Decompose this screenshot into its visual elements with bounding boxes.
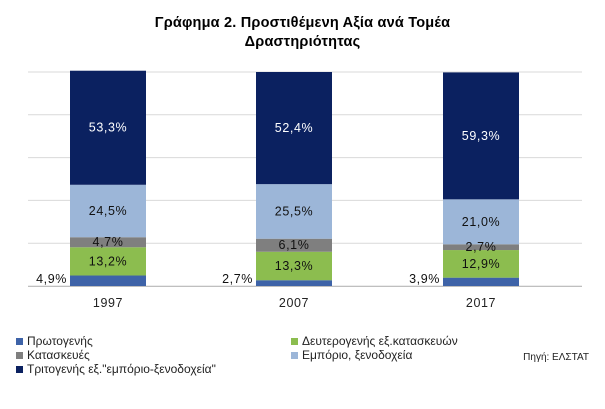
bar-segment: [70, 247, 146, 276]
data-label: 13,3%: [275, 259, 313, 273]
data-label: 59,3%: [462, 129, 500, 143]
bar-segment: [70, 184, 146, 238]
bar-segment: [70, 70, 146, 185]
x-tick-label: 2007: [279, 296, 309, 310]
x-tick-label: 2017: [466, 296, 496, 310]
data-label: 6,1%: [279, 238, 310, 252]
bar-segment: [256, 251, 332, 281]
bar-segment: [70, 237, 146, 248]
data-label: 13,2%: [89, 254, 127, 268]
bars: [70, 70, 519, 286]
bar-segment: [443, 277, 519, 286]
data-label: 4,7%: [93, 235, 124, 249]
data-label: 53,3%: [89, 121, 127, 135]
x-tick-label: 1997: [93, 296, 123, 310]
data-label: 12,9%: [462, 257, 500, 271]
chart-title-line-1: Γράφημα 2. Προστιθέμενη Αξία ανά Τομέα: [154, 15, 451, 31]
bar-segment: [443, 244, 519, 251]
bar-segment: [256, 72, 332, 185]
data-label: 25,5%: [275, 204, 313, 218]
bar-segment: [443, 250, 519, 278]
bar-segment: [443, 72, 519, 200]
bar-segment: [256, 280, 332, 286]
data-label: 24,5%: [89, 204, 127, 218]
x-tick-labels: 1997 2007 2017: [93, 296, 496, 310]
data-label: 52,4%: [275, 121, 313, 135]
data-label: 2,7%: [466, 240, 497, 254]
bar-segment: [256, 238, 332, 252]
bar-segment: [70, 275, 146, 286]
bar-segment: [443, 199, 519, 245]
data-labels: 4,9% 13,2% 4,7% 24,5% 53,3% 2,7% 13,3% 6,1% 25,5…: [36, 121, 500, 286]
bar-segment: [256, 184, 332, 239]
data-label: 2,7%: [222, 272, 253, 286]
data-label: 21,0%: [462, 215, 500, 229]
data-label: 4,9%: [36, 272, 67, 286]
source-note: Πηγή: ΕΛΣΤΑΤ: [523, 352, 589, 363]
data-label: 3,9%: [409, 272, 440, 286]
chart-title: Γράφημα 2. Προστιθέμενη Αξία ανά Τομέα Δ…: [0, 14, 605, 52]
chart-title-line-2: Δραστηριότητας: [244, 34, 361, 50]
